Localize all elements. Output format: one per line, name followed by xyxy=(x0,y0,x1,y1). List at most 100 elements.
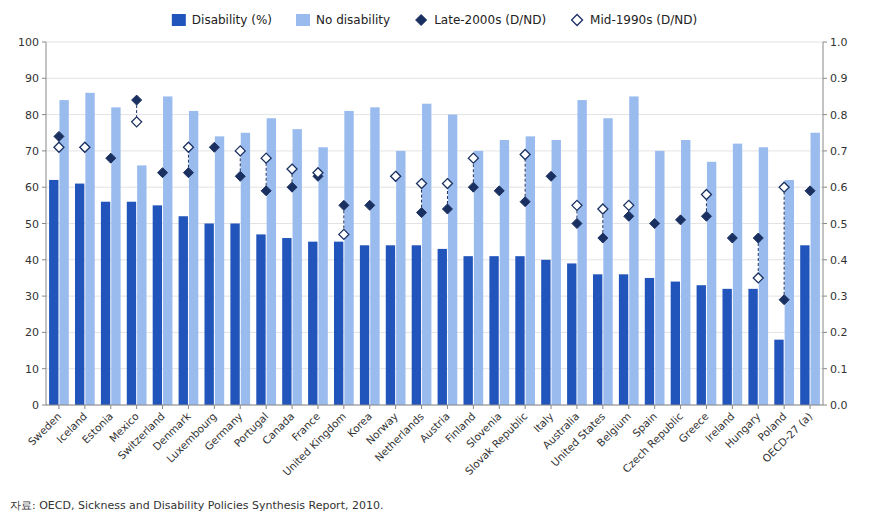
point-series xyxy=(54,95,815,305)
bar xyxy=(489,256,498,405)
marker xyxy=(54,142,64,152)
grid-line xyxy=(46,42,823,43)
bar xyxy=(318,147,327,405)
bar xyxy=(811,133,820,405)
y-tick-label: 20 xyxy=(25,326,39,339)
y2-tick-label: 0.9 xyxy=(830,72,848,85)
x-tick xyxy=(654,405,655,409)
x-tick-label: Hungary xyxy=(722,410,762,450)
grid-line xyxy=(46,187,823,188)
bar xyxy=(282,238,291,405)
marker xyxy=(520,150,530,160)
x-tick xyxy=(602,405,603,409)
x-tick-label: Belgium xyxy=(594,410,633,449)
marker xyxy=(287,164,297,174)
y-tick-label: 80 xyxy=(25,109,39,122)
grid xyxy=(46,42,823,405)
marker xyxy=(624,211,634,221)
x-tick xyxy=(395,405,396,409)
marker xyxy=(572,219,582,229)
legend-item: Mid-1990s (D/ND) xyxy=(572,13,698,27)
x-tick xyxy=(784,405,785,409)
bar xyxy=(422,104,431,405)
bar xyxy=(645,278,654,405)
bar xyxy=(671,282,680,405)
marker xyxy=(209,142,219,152)
grid-line xyxy=(46,259,823,260)
y2-tick xyxy=(823,405,827,406)
grid-line xyxy=(46,296,823,297)
y2-tick-label: 0.0 xyxy=(830,399,848,412)
y2-tick-label: 0.7 xyxy=(830,145,848,158)
bar-series xyxy=(59,93,819,405)
x-tick xyxy=(706,405,707,409)
legend-label: Mid-1990s (D/ND) xyxy=(590,13,697,27)
legend-swatch xyxy=(416,15,427,26)
x-tick xyxy=(525,405,526,409)
x-tick-label: OECD-27 (a) xyxy=(760,410,815,465)
marker xyxy=(80,142,90,152)
chart-container: 01020304050607080901000.00.10.20.30.40.5… xyxy=(0,0,869,517)
x-tick xyxy=(110,405,111,409)
x-tick xyxy=(758,405,759,409)
grid-line xyxy=(46,332,823,333)
connector xyxy=(525,155,526,202)
marker xyxy=(468,182,478,192)
y2-tick-label: 0.5 xyxy=(830,218,848,231)
x-tick xyxy=(576,405,577,409)
bar xyxy=(748,289,757,405)
marks xyxy=(49,93,820,405)
marker xyxy=(779,182,789,192)
marker xyxy=(546,171,556,181)
y2-tick-label: 0.6 xyxy=(830,181,848,194)
grid-line xyxy=(46,368,823,369)
y-tick-label: 50 xyxy=(25,218,39,231)
bar xyxy=(85,93,94,405)
x-tick xyxy=(680,405,681,409)
marker xyxy=(727,233,737,243)
y2-tick xyxy=(823,332,827,333)
bar xyxy=(526,136,535,405)
x-tick-label: Slovak Republic xyxy=(462,410,529,477)
marker xyxy=(442,179,452,189)
connector xyxy=(784,187,785,300)
y2-tick xyxy=(823,223,827,224)
bar xyxy=(448,115,457,405)
marker xyxy=(365,200,375,210)
bar xyxy=(800,245,809,405)
bar xyxy=(344,111,353,405)
y2-tick-label: 0.3 xyxy=(830,290,848,303)
marker xyxy=(261,153,271,163)
legend-label: Disability (%) xyxy=(192,13,272,27)
y-tick xyxy=(42,223,46,224)
marker xyxy=(339,229,349,239)
y2-tick xyxy=(823,78,827,79)
marker xyxy=(106,153,116,163)
x-tick xyxy=(447,405,448,409)
marker xyxy=(261,186,271,196)
bar xyxy=(722,289,731,405)
bar xyxy=(256,234,265,405)
marker xyxy=(805,186,815,196)
bar xyxy=(593,274,602,405)
y-tick-label: 70 xyxy=(25,145,39,158)
bar xyxy=(360,245,369,405)
bar xyxy=(567,263,576,405)
y-tick-label: 10 xyxy=(25,363,39,376)
x-tick xyxy=(292,405,293,409)
marker xyxy=(54,131,64,141)
x-tick xyxy=(214,405,215,409)
x-tick xyxy=(369,405,370,409)
marker xyxy=(701,211,711,221)
grid-line xyxy=(46,150,823,151)
y2-tick-label: 1.0 xyxy=(830,36,848,49)
y-tick xyxy=(42,405,46,406)
bar xyxy=(75,184,84,405)
x-tick xyxy=(58,405,59,409)
marker xyxy=(598,233,608,243)
legend-label: No disability xyxy=(316,13,390,27)
bar xyxy=(396,151,405,405)
y-tick-label: 90 xyxy=(25,72,39,85)
y2-tick-label: 0.8 xyxy=(830,109,848,122)
marker xyxy=(80,142,90,152)
